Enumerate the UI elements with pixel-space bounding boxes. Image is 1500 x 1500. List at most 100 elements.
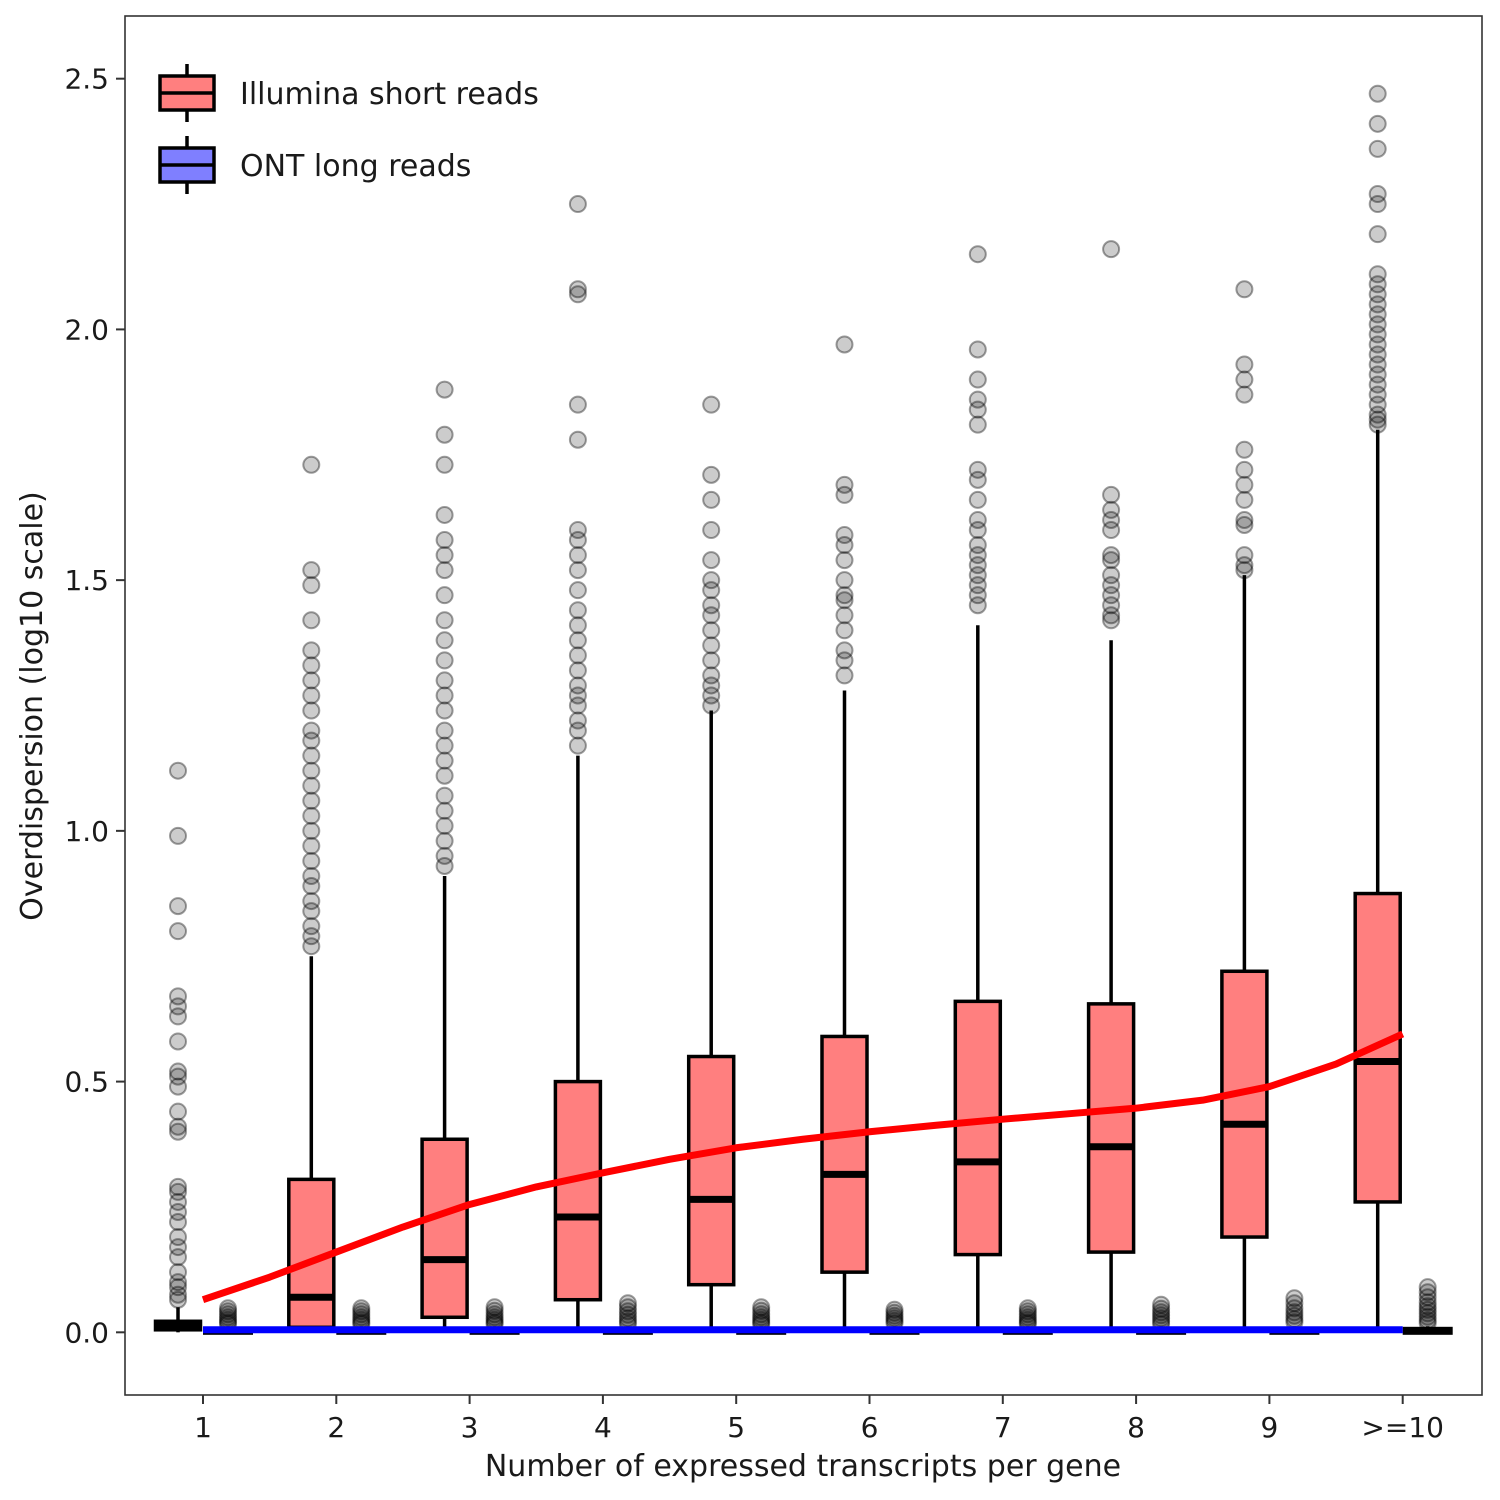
outlier-point-ont [752, 1308, 771, 1327]
outlier-point-illumina [302, 892, 321, 911]
x-tick-label: 7 [994, 1411, 1012, 1444]
box-illumina [820, 1034, 869, 1274]
outlier-point-illumina [302, 641, 321, 660]
outlier-point-illumina [1368, 285, 1387, 304]
outlier-point-illumina [435, 736, 454, 755]
outlier-point-illumina [169, 1102, 187, 1121]
x-axis: 1 2 3 4 5 6 7 8 9 >=10 [194, 1395, 1444, 1444]
outlier-point-illumina [169, 997, 187, 1016]
outlier-point-illumina [302, 746, 321, 765]
outlier-point-ont [219, 1308, 237, 1327]
outlier-point-illumina [169, 1177, 187, 1196]
outlier-point-illumina [1368, 114, 1387, 133]
outlier-point-illumina [169, 897, 187, 916]
outlier-point-illumina [568, 520, 587, 539]
outlier-point-illumina [1102, 485, 1121, 504]
outlier-point-illumina [568, 721, 587, 740]
box-layer [153, 429, 1453, 1335]
outlier-point-ont [1285, 1289, 1304, 1308]
outlier-point-ont [1418, 1297, 1437, 1316]
outlier-point-illumina [1368, 395, 1387, 414]
y-axis-title: Overdispersion (log10 scale) [15, 491, 50, 921]
outlier-point-illumina [1368, 139, 1387, 158]
outlier-point-illumina [835, 621, 854, 640]
outlier-point-illumina [302, 851, 321, 870]
y-tick-label: 2.0 [64, 313, 109, 346]
outlier-point-illumina [1368, 375, 1387, 394]
outlier-point-illumina [169, 1007, 187, 1026]
outlier-point-illumina [435, 721, 454, 740]
outlier-point-illumina [968, 245, 987, 264]
outlier-point-illumina [435, 531, 454, 550]
outlier-point-illumina [169, 1067, 187, 1086]
outlier-point-ont [1418, 1293, 1437, 1312]
outlier-point-ont [1418, 1278, 1437, 1297]
y-tick-label: 0.5 [64, 1066, 109, 1099]
outlier-point-ont [1418, 1283, 1437, 1302]
outlier-point-ont [485, 1308, 504, 1327]
outlier-point-illumina [1235, 385, 1254, 404]
outlier-point-illumina [302, 917, 321, 936]
plot-border [124, 15, 1483, 1396]
outlier-point-illumina [435, 856, 454, 875]
outlier-point-ont [1418, 1314, 1437, 1333]
outlier-point-illumina [702, 571, 721, 590]
outlier-point-illumina [1102, 500, 1121, 519]
outlier-point-illumina [1235, 440, 1254, 459]
outlier-point-illumina [702, 581, 721, 600]
outlier-point-illumina [968, 556, 987, 575]
outlier-point-illumina [169, 1192, 187, 1211]
outlier-point-illumina [968, 576, 987, 595]
outlier-point-illumina [968, 520, 987, 539]
outlier-point-illumina [435, 846, 454, 865]
outlier-point-illumina [968, 596, 987, 615]
outlier-point-illumina [1235, 490, 1254, 509]
outlier-point-illumina [1368, 195, 1387, 214]
outlier-point-illumina [1102, 566, 1121, 585]
outlier-point-illumina [568, 661, 587, 680]
outlier-point-illumina [1368, 415, 1387, 434]
outlier-point-illumina [1368, 325, 1387, 344]
outlier-point-illumina [568, 601, 587, 620]
outlier-point-illumina [568, 646, 587, 665]
outlier-point-ont [618, 1302, 637, 1321]
outlier-point-illumina [435, 766, 454, 785]
outlier-point-ont [885, 1306, 904, 1325]
outlier-point-illumina [169, 1202, 187, 1221]
outlier-point-illumina [968, 536, 987, 555]
outlier-point-illumina [968, 566, 987, 585]
outlier-point-illumina [968, 340, 987, 359]
outlier-point-illumina [435, 561, 454, 580]
outlier-point-ont [1418, 1307, 1437, 1326]
outlier-point-illumina [302, 866, 321, 885]
outlier-point-ont [618, 1305, 637, 1324]
outlier-point-illumina [302, 776, 321, 795]
outlier-point-illumina [169, 1290, 187, 1309]
outlier-point-ont [885, 1300, 904, 1319]
y-tick-label: 0.0 [64, 1316, 109, 1349]
outlier-point-ont [352, 1305, 371, 1324]
outlier-point-illumina [169, 1248, 187, 1267]
box-illumina [686, 1054, 736, 1287]
outlier-point-illumina [435, 831, 454, 850]
outlier-point-illumina [968, 546, 987, 565]
outlier-point-illumina [302, 806, 321, 825]
outlier-point-ont [1285, 1306, 1304, 1325]
outlier-point-illumina [169, 1182, 187, 1201]
outlier-point-illumina [169, 1278, 187, 1297]
outlier-point-illumina [169, 1273, 187, 1292]
outlier-point-illumina [1235, 510, 1254, 529]
x-tick-label: >=10 [1361, 1411, 1444, 1444]
outlier-point-illumina [1235, 475, 1254, 494]
outlier-point-ont [1152, 1303, 1171, 1322]
outlier-point-illumina [835, 571, 854, 590]
outlier-point-illumina [1102, 586, 1121, 605]
outlier-point-ont [1152, 1306, 1171, 1325]
outlier-point-illumina [702, 465, 721, 484]
outlier-layer [169, 84, 1437, 1334]
outlier-point-illumina [435, 701, 454, 720]
outlier-point-illumina [302, 455, 321, 474]
outlier-point-illumina [302, 821, 321, 840]
outlier-point-illumina [1102, 510, 1121, 529]
